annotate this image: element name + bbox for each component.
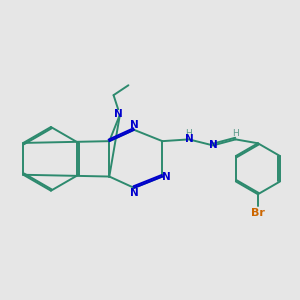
Text: Br: Br [251,208,265,218]
Text: N: N [130,120,139,130]
Text: N: N [114,109,122,119]
Text: N: N [208,140,217,150]
Text: N: N [130,188,139,198]
Text: N: N [184,134,193,144]
Text: N: N [162,172,171,182]
Text: H: H [185,128,192,137]
Text: H: H [232,128,239,137]
